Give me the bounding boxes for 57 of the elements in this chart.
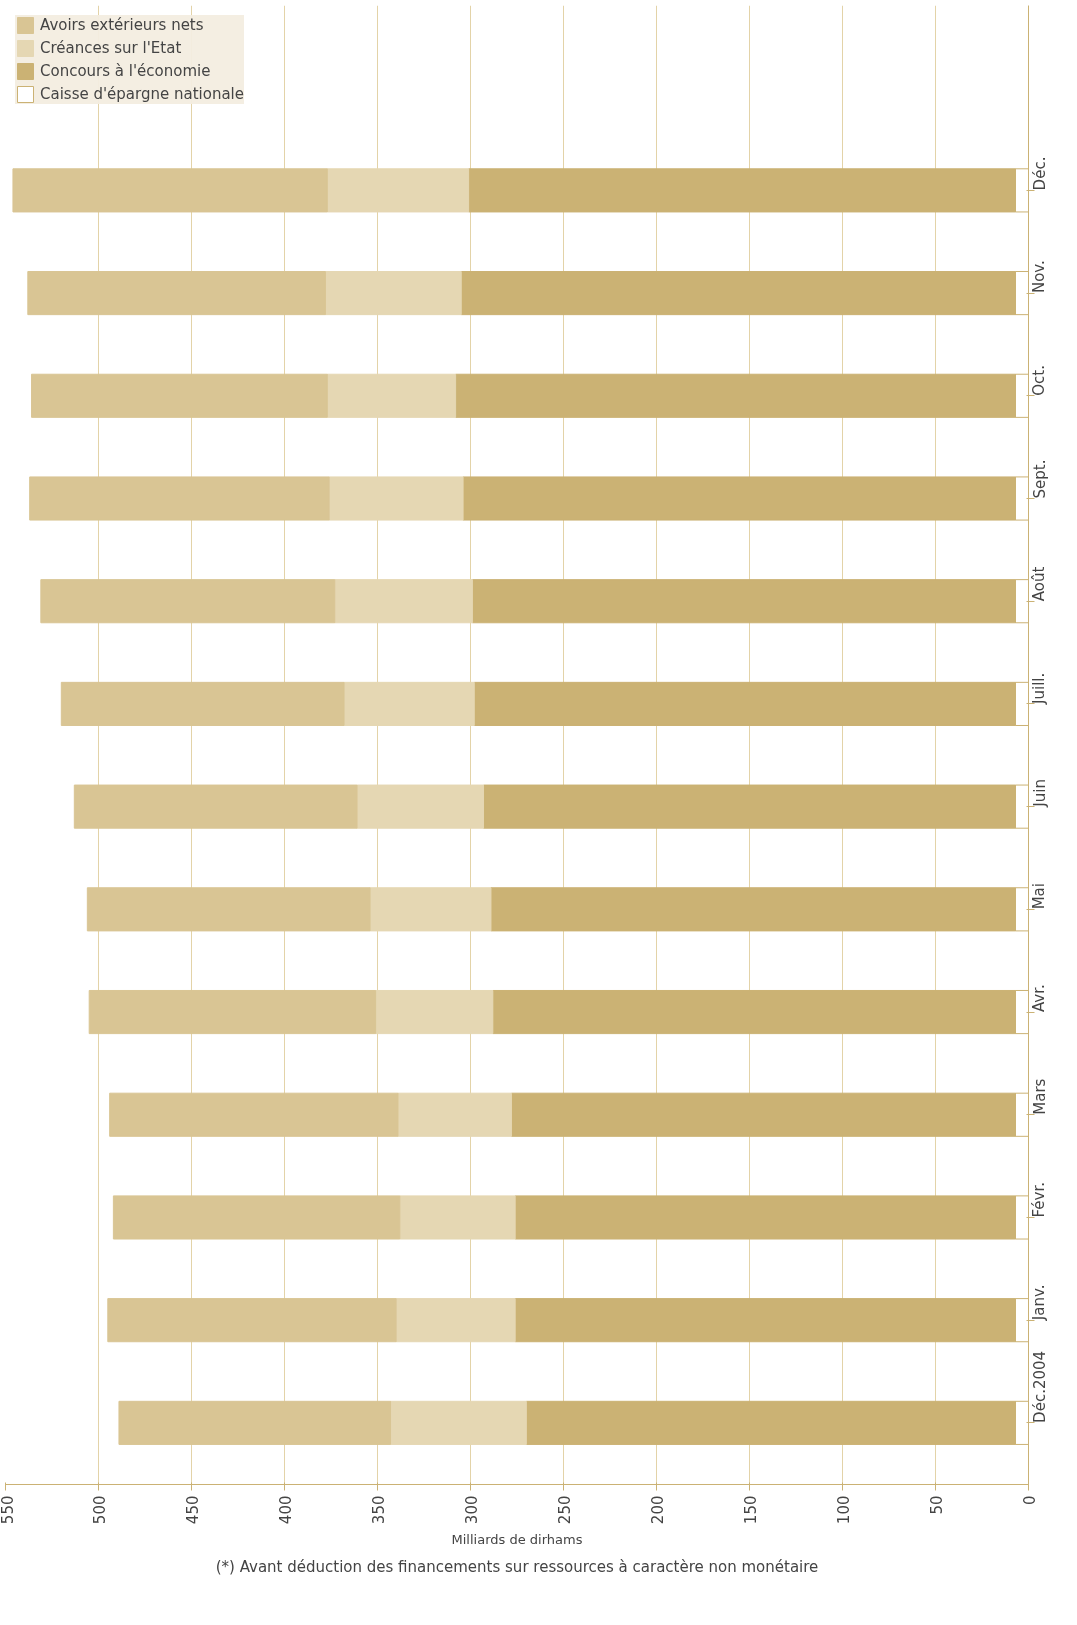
x-tick-label: 0 [1020, 1495, 1039, 1506]
bar [399, 1195, 516, 1240]
x-axis-title: Milliards de dirhams [451, 1532, 583, 1548]
legend-label: Créances sur l'Etat [40, 39, 182, 57]
bar [112, 1195, 401, 1240]
bar [328, 476, 464, 521]
x-tick-label: 300 [462, 1495, 481, 1525]
y-tick-label: Mai [1030, 883, 1049, 910]
bar [326, 373, 457, 418]
bar [343, 681, 475, 726]
legend-label: Concours à l'économie [40, 62, 211, 80]
x-tick-label: 450 [183, 1495, 202, 1525]
bar [390, 1400, 527, 1445]
x-tick-label: 200 [648, 1495, 667, 1525]
y-tick-label: Févr. [1030, 1181, 1049, 1218]
x-tick-label: 250 [555, 1495, 574, 1525]
bar [369, 887, 492, 932]
y-tick-label: Nov. [1030, 260, 1049, 294]
y-tick-label: Avr. [1030, 984, 1049, 1013]
bar [326, 168, 470, 213]
legend-label: Avoirs extérieurs nets [40, 16, 204, 34]
bar [109, 1092, 399, 1137]
bar [324, 271, 462, 316]
x-tick-label: 550 [0, 1495, 17, 1525]
bar [107, 1298, 397, 1343]
bar [397, 1092, 512, 1137]
y-tick-label: Déc.2004 [1030, 1350, 1049, 1423]
text: (*) Avant déduction des financements sur ressources à caractère non monétaire [215, 1557, 819, 1576]
bar [356, 784, 485, 829]
x-tick-label: 400 [276, 1495, 295, 1525]
bar [27, 271, 326, 316]
bar [88, 989, 377, 1035]
x-tick-label: 100 [834, 1495, 853, 1525]
bar [73, 784, 358, 829]
x-tick-label: 150 [741, 1495, 760, 1525]
y-tick-label: Janv. [1030, 1284, 1049, 1322]
x-tick-label: 500 [90, 1495, 109, 1525]
y-tick-label: Sept. [1030, 459, 1049, 499]
x-tick-label: 350 [369, 1495, 388, 1525]
bar [334, 579, 473, 624]
bar [29, 476, 330, 521]
y-tick-label: Mars [1030, 1078, 1049, 1115]
bar [40, 579, 336, 624]
bar [12, 168, 328, 213]
y-tick-label: Août [1030, 566, 1049, 602]
y-tick-label: Juill. [1030, 672, 1049, 705]
bar [60, 681, 345, 726]
bar [375, 989, 494, 1035]
bar [118, 1400, 392, 1445]
y-tick-label: Oct. [1030, 365, 1049, 396]
y-tick-label: Juin [1030, 779, 1049, 808]
legend-label: Caisse d'épargne nationale [40, 85, 244, 103]
bar [395, 1298, 516, 1343]
x-tick-label: 50 [927, 1495, 946, 1515]
y-tick-label: Déc. [1030, 156, 1049, 191]
bar [86, 887, 371, 932]
bar [31, 373, 328, 418]
